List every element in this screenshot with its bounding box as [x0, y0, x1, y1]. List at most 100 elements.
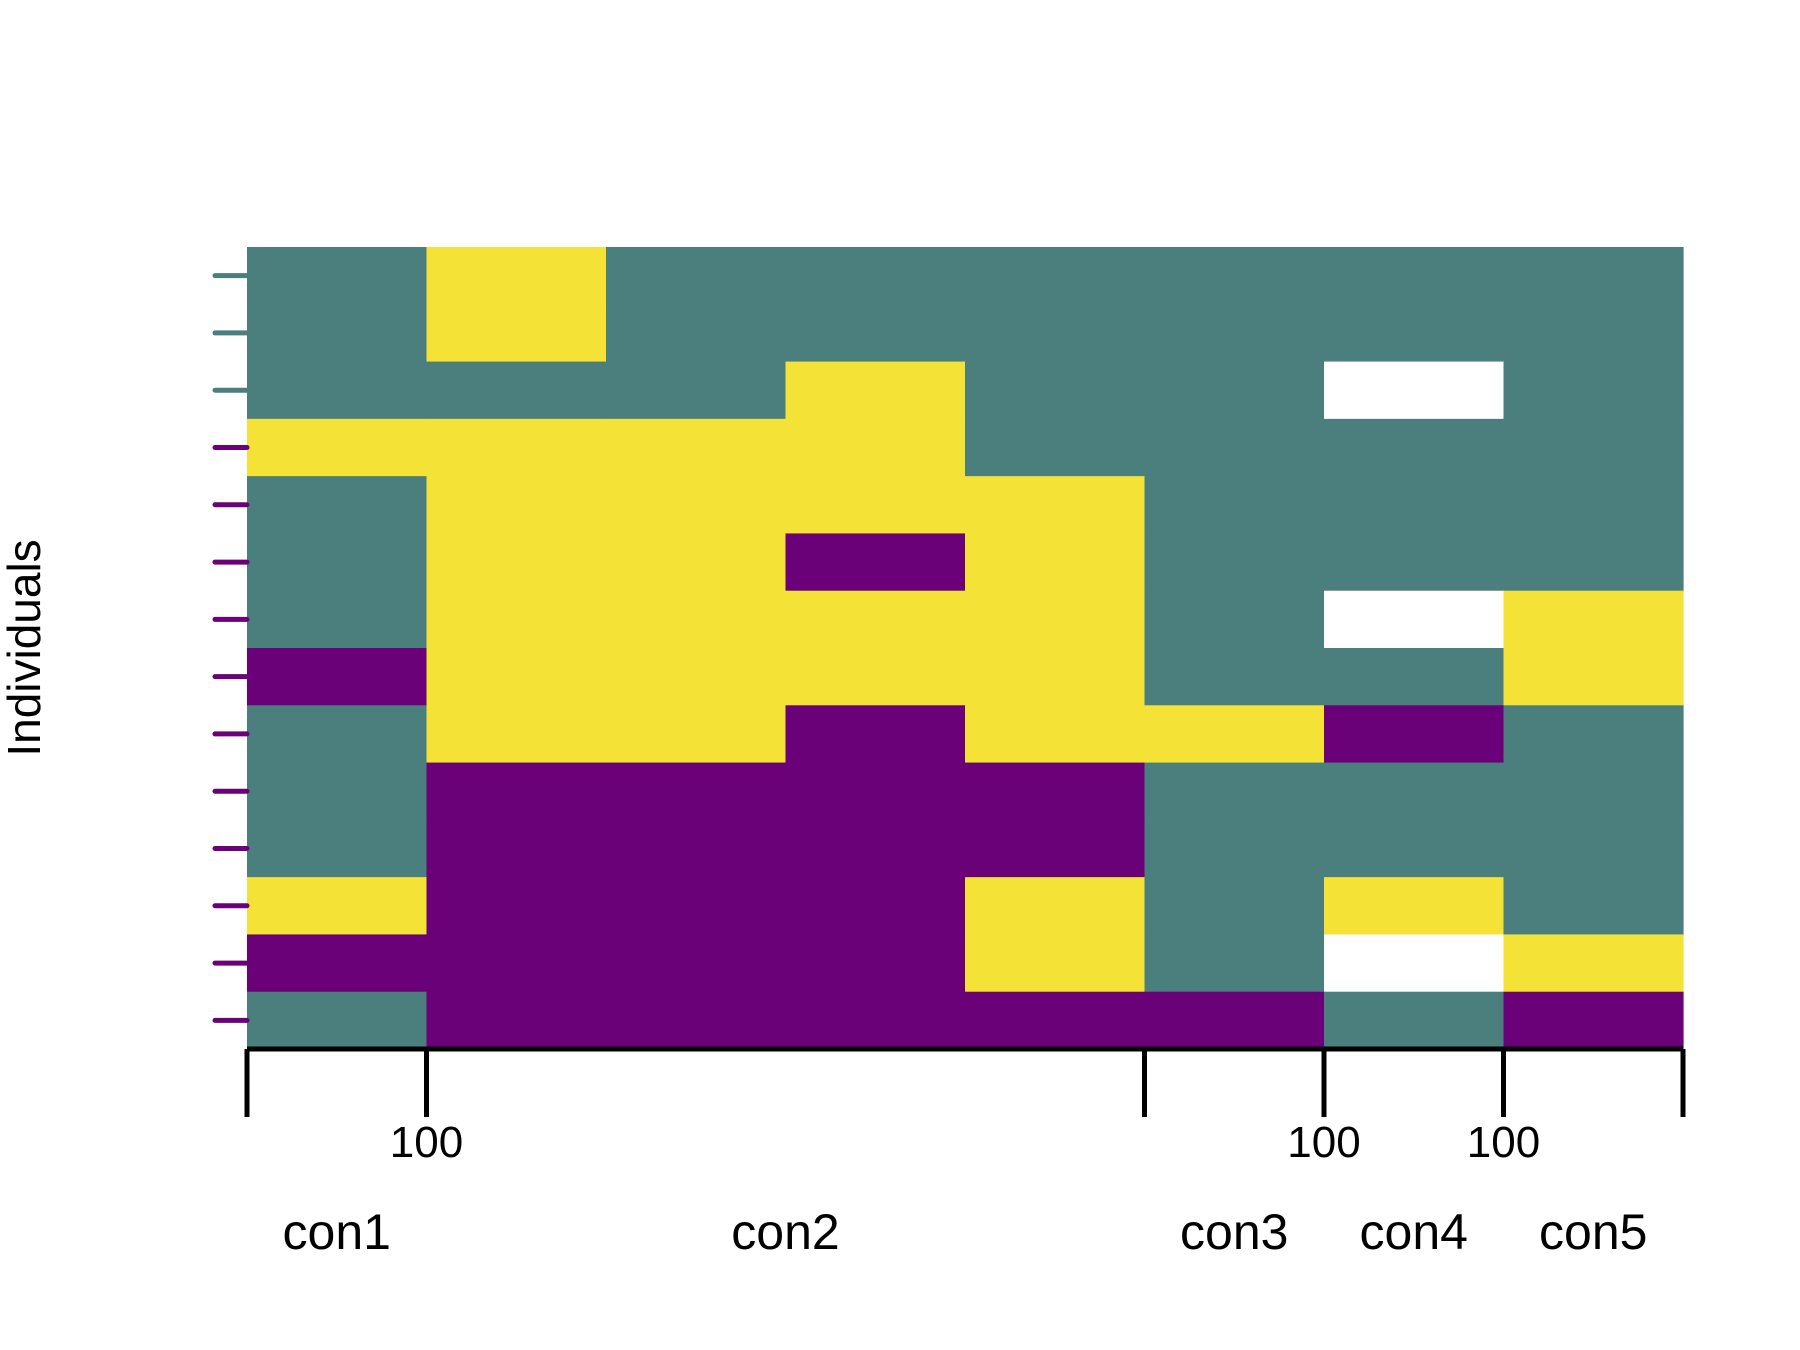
- heatmap-cell-r11-c1: [247, 819, 428, 878]
- heatmap-cell-r13-c6: [1144, 934, 1325, 993]
- heatmap-cell-r6-c5: [965, 533, 1146, 592]
- heatmap-cell-r14-c2: [426, 991, 607, 1050]
- heatmap-cell-r7-c5: [965, 590, 1146, 649]
- heatmap-cell-r10-c1: [247, 762, 428, 821]
- heatmap-cell-r11-c2: [426, 819, 607, 878]
- heatmap-cell-r10-c7: [1324, 762, 1505, 821]
- heatmap-cell-r5-c8: [1503, 476, 1684, 535]
- heatmap-cell-r6-c7: [1324, 533, 1505, 592]
- heatmap-cell-r2-c7: [1324, 304, 1505, 363]
- heatmap-cell-r3-c7: [1324, 361, 1505, 420]
- heatmap-cell-r4-c5: [965, 418, 1146, 477]
- heatmap-cell-r5-c6: [1144, 476, 1325, 535]
- heatmap-cell-r1-c5: [965, 247, 1146, 305]
- heatmap-cell-r4-c2: [426, 418, 607, 477]
- y-axis-label: Individuals: [0, 539, 50, 756]
- heatmap-cell-r12-c3: [606, 877, 787, 936]
- heatmap-cell-r13-c7: [1324, 934, 1505, 993]
- heatmap-cell-r2-c2: [426, 304, 607, 363]
- heatmap-cell-r13-c3: [606, 934, 787, 993]
- heatmap-cell-r2-c6: [1144, 304, 1325, 363]
- heatmap-cell-r3-c2: [426, 361, 607, 420]
- heatmap-cell-r14-c1: [247, 991, 428, 1050]
- heatmap-cell-r2-c5: [965, 304, 1146, 363]
- heatmap-cell-r9-c1: [247, 705, 428, 764]
- heatmap-cell-r7-c3: [606, 590, 787, 649]
- heatmap-cell-r9-c7: [1324, 705, 1505, 764]
- heatmap-cell-r6-c3: [606, 533, 787, 592]
- heatmap-cell-r8-c4: [785, 648, 966, 706]
- heatmap-cell-r14-c6: [1144, 991, 1325, 1050]
- heatmap-cell-r1-c4: [785, 247, 966, 305]
- heatmap-cell-r13-c2: [426, 934, 607, 993]
- heatmap-cell-r11-c4: [785, 819, 966, 878]
- heatmap-cell-r2-c3: [606, 304, 787, 363]
- heatmap-cell-r7-c8: [1503, 590, 1684, 649]
- heatmap-cell-r1-c2: [426, 247, 607, 305]
- heatmap-cell-r5-c2: [426, 476, 607, 535]
- heatmap-cell-r7-c7: [1324, 590, 1505, 649]
- heatmap-cell-r9-c6: [1144, 705, 1325, 764]
- heatmap-cell-r4-c1: [247, 418, 428, 477]
- heatmap-cell-r3-c5: [965, 361, 1146, 420]
- heatmap-cell-r3-c6: [1144, 361, 1325, 420]
- heatmap-cell-r3-c4: [785, 361, 966, 420]
- heatmap-cell-r4-c6: [1144, 418, 1325, 477]
- heatmap-cell-r10-c4: [785, 762, 966, 821]
- heatmap-cell-r8-c6: [1144, 648, 1325, 706]
- x-section-label-con3: con3: [1180, 1204, 1288, 1260]
- heatmap-cell-r12-c1: [247, 877, 428, 936]
- heatmap-cell-r10-c6: [1144, 762, 1325, 821]
- heatmap-cell-r10-c3: [606, 762, 787, 821]
- x-section-label-con4: con4: [1360, 1204, 1468, 1260]
- heatmap-cell-r8-c1: [247, 648, 428, 706]
- heatmap-cell-r5-c3: [606, 476, 787, 535]
- heatmap-cell-r3-c1: [247, 361, 428, 420]
- heatmap-cell-r6-c8: [1503, 533, 1684, 592]
- heatmap-cell-r2-c4: [785, 304, 966, 363]
- heatmap-cell-r13-c5: [965, 934, 1146, 993]
- heatmap-cell-r14-c3: [606, 991, 787, 1050]
- heatmap-cell-r1-c6: [1144, 247, 1325, 305]
- heatmap-cell-r7-c2: [426, 590, 607, 649]
- heatmap-cell-r13-c8: [1503, 934, 1684, 993]
- heatmap-cell-r13-c4: [785, 934, 966, 993]
- heatmap-cell-r7-c6: [1144, 590, 1325, 649]
- x-tick-label-con3: 100: [1287, 1118, 1360, 1167]
- heatmap-cell-r9-c5: [965, 705, 1146, 764]
- heatmap-cell-r11-c5: [965, 819, 1146, 878]
- heatmap-cell-r2-c1: [247, 304, 428, 363]
- heatmap-cell-r10-c2: [426, 762, 607, 821]
- heatmap-cells: [247, 247, 1684, 1050]
- heatmap-cell-r14-c4: [785, 991, 966, 1050]
- heatmap-cell-r5-c7: [1324, 476, 1505, 535]
- heatmap-cell-r11-c6: [1144, 819, 1325, 878]
- x-tick-label-con4: 100: [1467, 1118, 1540, 1167]
- heatmap-cell-r11-c8: [1503, 819, 1684, 878]
- x-tick-label-con1: 100: [390, 1118, 463, 1167]
- heatmap-cell-r12-c6: [1144, 877, 1325, 936]
- heatmap-cell-r6-c6: [1144, 533, 1325, 592]
- heatmap-cell-r6-c4: [785, 533, 966, 592]
- x-section-label-con1: con1: [283, 1204, 391, 1260]
- heatmap-cell-r9-c8: [1503, 705, 1684, 764]
- heatmap-cell-r12-c8: [1503, 877, 1684, 936]
- heatmap-cell-r1-c1: [247, 247, 428, 305]
- heatmap-cell-r10-c5: [965, 762, 1146, 821]
- heatmap-cell-r3-c3: [606, 361, 787, 420]
- heatmap-cell-r4-c8: [1503, 418, 1684, 477]
- heatmap-cell-r14-c7: [1324, 991, 1505, 1050]
- heatmap-cell-r10-c8: [1503, 762, 1684, 821]
- heatmap-cell-r2-c8: [1503, 304, 1684, 363]
- heatmap-cell-r6-c1: [247, 533, 428, 592]
- heatmap-cell-r8-c7: [1324, 648, 1505, 706]
- heatmap-cell-r14-c5: [965, 991, 1146, 1050]
- heatmap-cell-r13-c1: [247, 934, 428, 993]
- heatmap-cell-r4-c4: [785, 418, 966, 477]
- heatmap-cell-r5-c4: [785, 476, 966, 535]
- heatmap-cell-r3-c8: [1503, 361, 1684, 420]
- heatmap-cell-r1-c7: [1324, 247, 1505, 305]
- heatmap-cell-r5-c5: [965, 476, 1146, 535]
- heatmap-cell-r14-c8: [1503, 991, 1684, 1050]
- heatmap-cell-r9-c4: [785, 705, 966, 764]
